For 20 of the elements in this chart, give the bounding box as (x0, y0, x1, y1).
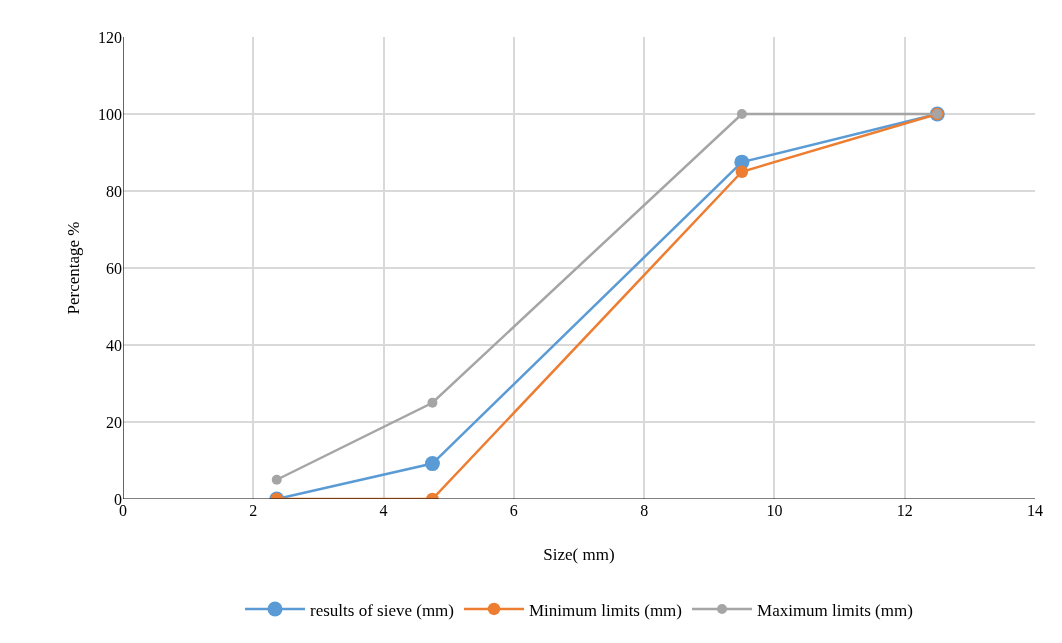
x-tick-label: 4 (379, 502, 388, 519)
y-tick-label: 120 (98, 28, 122, 46)
point (736, 109, 747, 119)
x-tick-label: 14 (1027, 502, 1043, 519)
x-axis-title: Size( mm) (543, 545, 615, 564)
y-tick-label: 60 (106, 259, 122, 277)
y-tick-label: 100 (98, 105, 122, 123)
x-tick-label: 2 (249, 502, 258, 519)
legend-label: Minimum limits (mm) (529, 600, 683, 620)
y-tick-label: 80 (106, 182, 122, 200)
legend-label: results of sieve (mm) (310, 600, 454, 620)
y-tick-label: 40 (106, 336, 122, 354)
x-tick-label: 12 (896, 502, 913, 519)
y-tick-label: 20 (106, 413, 122, 431)
x-tick-label: 6 (509, 502, 518, 519)
point (735, 165, 749, 178)
y-axis-title: Percentage % (64, 221, 83, 315)
legend-label: Maximum limits (mm) (757, 600, 913, 620)
x-tick-label: 10 (766, 502, 783, 519)
x-tick-label: 8 (640, 502, 649, 519)
